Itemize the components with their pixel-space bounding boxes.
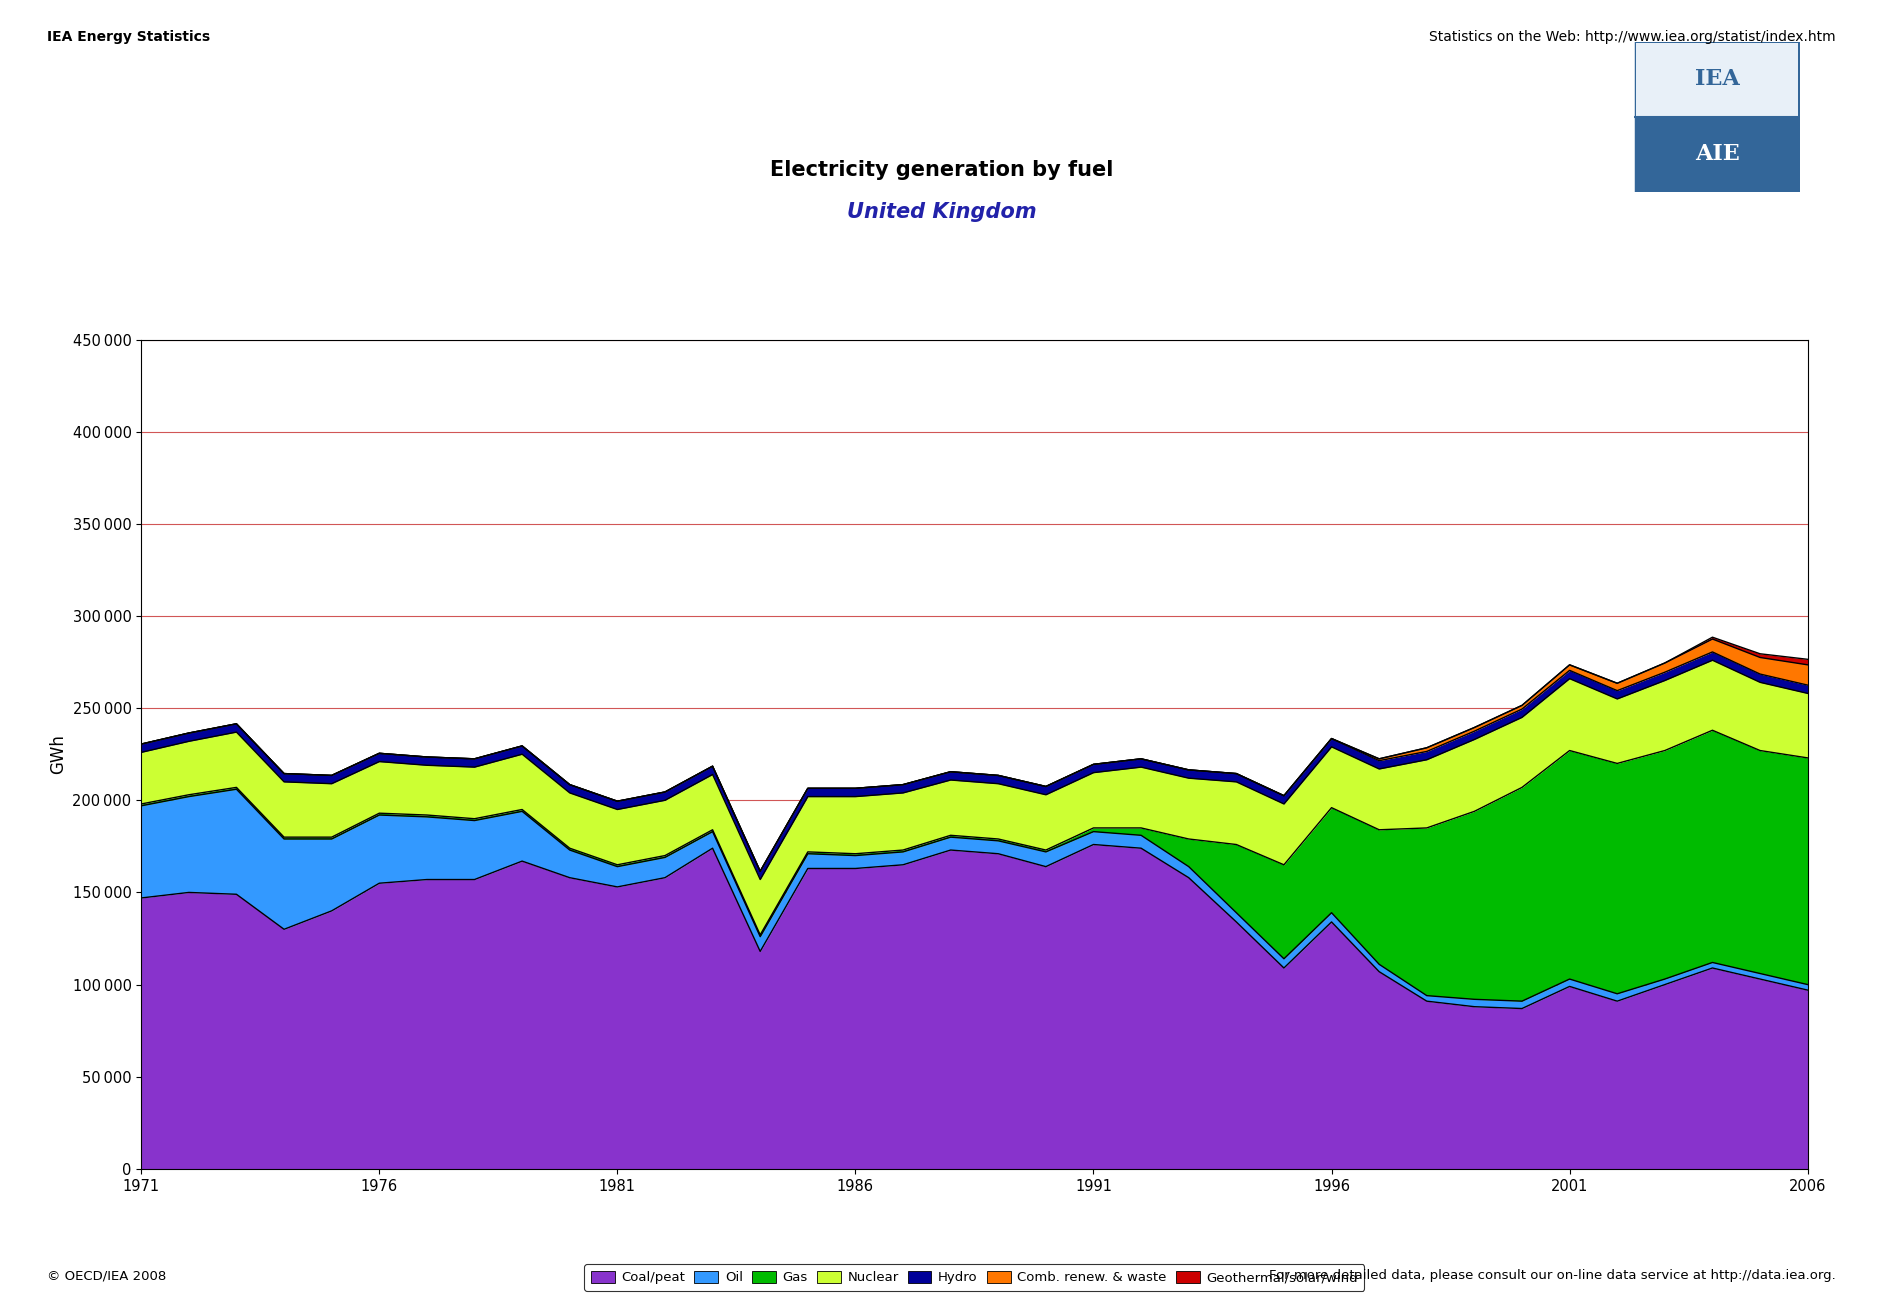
- Text: Statistics on the Web: http://www.iea.org/statist/index.htm: Statistics on the Web: http://www.iea.or…: [1428, 30, 1835, 44]
- Text: IEA: IEA: [1694, 68, 1739, 90]
- Text: United Kingdom: United Kingdom: [847, 201, 1035, 222]
- Y-axis label: GWh: GWh: [49, 734, 66, 774]
- Legend: Coal/peat, Oil, Gas, Nuclear, Hydro, Comb. renew. & waste, Geothermal/solar/wind: Coal/peat, Oil, Gas, Nuclear, Hydro, Com…: [583, 1264, 1364, 1290]
- Text: IEA Energy Statistics: IEA Energy Statistics: [47, 30, 211, 44]
- Text: © OECD/IEA 2008: © OECD/IEA 2008: [47, 1269, 166, 1282]
- FancyBboxPatch shape: [1635, 43, 1797, 118]
- FancyBboxPatch shape: [1635, 118, 1797, 191]
- Text: For more detailed data, please consult our on-line data service at http://data.i: For more detailed data, please consult o…: [1268, 1269, 1835, 1282]
- Text: AIE: AIE: [1694, 144, 1739, 166]
- Text: Electricity generation by fuel: Electricity generation by fuel: [770, 159, 1112, 180]
- FancyBboxPatch shape: [1635, 43, 1797, 191]
